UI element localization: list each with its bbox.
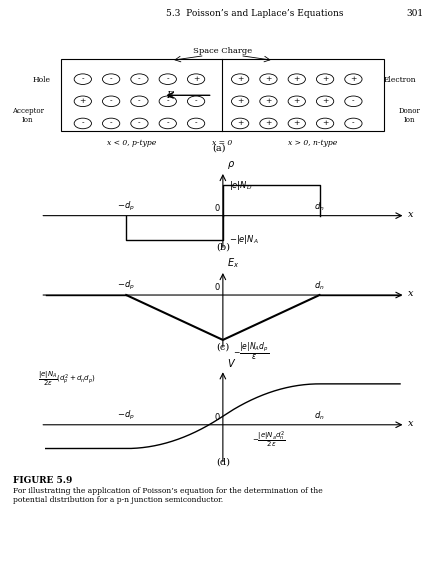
Text: x: x [408,419,413,428]
Text: +: + [294,119,300,127]
Circle shape [74,74,91,84]
Text: x: x [408,210,413,219]
Text: -: - [81,119,84,127]
Text: +: + [265,119,272,127]
Text: $0$: $0$ [214,281,220,292]
Circle shape [159,74,177,84]
Text: For illustrating the application of Poisson’s equation for the determination of : For illustrating the application of Pois… [13,487,323,504]
Text: $-d_p$: $-d_p$ [118,279,135,292]
Circle shape [159,118,177,129]
Text: -: - [166,119,169,127]
Circle shape [74,96,91,107]
Text: +: + [237,119,243,127]
Text: $-|e|N_A$: $-|e|N_A$ [229,233,259,246]
Text: -: - [195,97,198,105]
Text: $-d_p$: $-d_p$ [118,409,135,422]
Text: -: - [81,75,84,83]
Circle shape [131,74,148,84]
Text: +: + [237,97,243,105]
Text: -: - [166,75,169,83]
Circle shape [102,74,120,84]
Text: +: + [265,75,272,83]
Text: $0$: $0$ [214,202,220,213]
Text: Hole: Hole [32,76,51,84]
Text: +: + [265,97,272,105]
Circle shape [74,118,91,129]
Text: $d_n$: $d_n$ [314,280,325,292]
Text: +: + [193,75,199,83]
Circle shape [288,118,305,129]
Text: Space Charge: Space Charge [193,47,252,55]
Text: +: + [350,75,357,83]
Circle shape [345,118,362,129]
Text: x < 0, p-type: x < 0, p-type [108,139,156,147]
Text: -: - [352,119,355,127]
Text: +: + [294,75,300,83]
Text: -: - [138,97,141,105]
Text: $-d_p$: $-d_p$ [118,200,135,213]
Text: +: + [322,119,328,127]
Text: $d_n$: $d_n$ [314,201,325,213]
Circle shape [159,96,177,107]
Circle shape [345,96,362,107]
Circle shape [260,118,277,129]
Text: (a): (a) [212,144,225,153]
Text: +: + [322,97,328,105]
Text: x: x [408,289,413,299]
Text: $0$: $0$ [214,411,220,422]
Circle shape [187,118,205,129]
Text: +: + [237,75,243,83]
Text: 5.3  Poisson’s and Laplace’s Equations: 5.3 Poisson’s and Laplace’s Equations [166,9,343,18]
Circle shape [316,74,334,84]
Text: $\dfrac{|e|N_A}{2\varepsilon}(d_p^2+d_n d_p)$: $\dfrac{|e|N_A}{2\varepsilon}(d_p^2+d_n … [38,370,96,388]
Circle shape [131,118,148,129]
Text: +: + [322,75,328,83]
Text: -: - [110,75,112,83]
Circle shape [232,96,249,107]
Circle shape [260,74,277,84]
Text: +: + [294,97,300,105]
Text: $V$: $V$ [227,357,236,369]
Circle shape [232,74,249,84]
Text: -: - [138,75,141,83]
Text: $\rho$: $\rho$ [227,159,235,171]
Text: 301: 301 [407,9,424,18]
Circle shape [102,96,120,107]
Circle shape [288,96,305,107]
Text: (c): (c) [216,343,229,352]
Text: (b): (b) [216,243,230,252]
Text: E: E [166,91,174,100]
Circle shape [288,74,305,84]
Circle shape [102,118,120,129]
Text: -: - [352,97,355,105]
Text: -: - [110,119,112,127]
Text: -: - [166,97,169,105]
Circle shape [316,118,334,129]
Text: -: - [195,119,198,127]
Text: (d): (d) [216,457,230,466]
Circle shape [187,74,205,84]
Text: $-\dfrac{|e|N_A d_p}{\varepsilon}$: $-\dfrac{|e|N_A d_p}{\varepsilon}$ [232,341,269,363]
Circle shape [316,96,334,107]
Text: $d_n$: $d_n$ [314,409,325,422]
Text: x = 0: x = 0 [212,139,232,147]
Text: $|e|N_D$: $|e|N_D$ [229,179,253,192]
Text: $E_x$: $E_x$ [227,256,239,269]
Text: FIGURE 5.9: FIGURE 5.9 [13,476,73,485]
Circle shape [345,74,362,84]
Text: Electron: Electron [383,76,416,84]
Text: +: + [80,97,86,105]
Circle shape [187,96,205,107]
Text: Acceptor
Ion: Acceptor Ion [12,107,44,124]
Text: Donor
Ion: Donor Ion [398,107,420,124]
Text: x > 0, n-type: x > 0, n-type [288,139,337,147]
FancyBboxPatch shape [61,59,384,131]
Text: $-\dfrac{|e|N_a d_n^2}{2\varepsilon}$: $-\dfrac{|e|N_a d_n^2}{2\varepsilon}$ [253,429,286,450]
Text: -: - [110,97,112,105]
Circle shape [232,118,249,129]
Circle shape [260,96,277,107]
Circle shape [131,96,148,107]
Text: -: - [138,119,141,127]
